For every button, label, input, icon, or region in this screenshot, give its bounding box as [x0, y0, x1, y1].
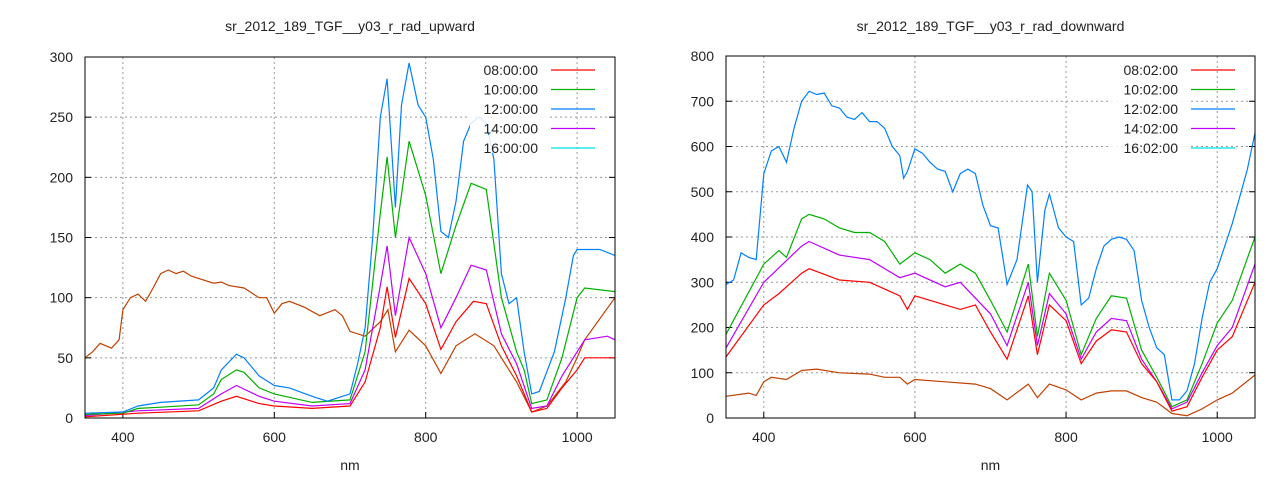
legend-bg: [470, 57, 548, 75]
legend-entry: 12:02:00: [1110, 96, 1235, 117]
y-tick-label: 200: [691, 320, 715, 336]
x-tick-label: 600: [903, 429, 927, 445]
y-tick-label: 0: [65, 410, 73, 426]
legend-entry: 10:00:00: [470, 76, 595, 98]
legend-bg: [470, 115, 548, 134]
legend-entry: 10:02:00: [1110, 76, 1235, 98]
x-axis-label: nm: [340, 457, 359, 473]
y-tick-label: 300: [691, 274, 715, 290]
legend-entry: 16:02:00: [1110, 135, 1235, 156]
legend-bg: [470, 96, 548, 114]
y-tick-label: 500: [691, 184, 715, 200]
legend-label: 16:00:00: [484, 140, 539, 156]
y-tick-label: 150: [50, 230, 74, 246]
series-line-080000: [84, 276, 615, 418]
x-tick-label: 400: [752, 429, 776, 445]
chart-title: sr_2012_189_TGF__y03_r_rad_downward: [857, 18, 1125, 34]
legend-entry: 14:02:00: [1110, 115, 1235, 137]
y-tick-label: 300: [50, 49, 74, 65]
legend-label: 12:00:00: [484, 101, 539, 117]
y-tick-label: 800: [691, 48, 715, 64]
series-line-080200: [725, 268, 1256, 412]
legend-bg: [470, 135, 548, 153]
legend-label: 08:00:00: [484, 62, 539, 78]
legend-entry: 14:00:00: [470, 115, 595, 137]
legend-label: 10:02:00: [1124, 82, 1179, 98]
legend-bg: [1110, 76, 1188, 95]
y-tick-label: 50: [57, 350, 73, 366]
y-tick-label: 100: [50, 290, 74, 306]
y-tick-label: 0: [706, 410, 714, 426]
series-line-160200: [725, 368, 1256, 417]
x-tick-label: 1000: [562, 429, 593, 445]
legend-label: 10:00:00: [484, 82, 539, 98]
x-tick-label: 400: [111, 429, 135, 445]
legend-label: 14:00:00: [484, 121, 539, 137]
legend-bg: [1110, 135, 1188, 153]
x-tick-label: 600: [263, 429, 287, 445]
x-axis-label: nm: [981, 457, 1000, 473]
series-line-100000: [84, 141, 616, 415]
plot-frame: [84, 56, 616, 419]
legend-label: 16:02:00: [1124, 140, 1179, 156]
series-line-160000: [84, 269, 616, 413]
legend-entry: 12:00:00: [470, 96, 595, 117]
legend-bg: [1110, 115, 1188, 134]
legend-label: 12:02:00: [1124, 101, 1179, 117]
series-line-100200: [725, 213, 1256, 408]
legend-label: 08:02:00: [1124, 62, 1179, 78]
x-tick-label: 800: [1054, 429, 1078, 445]
y-tick-label: 250: [50, 109, 74, 125]
chart-title: sr_2012_189_TGF__y03_r_rad_upward: [225, 18, 475, 34]
series-line-120000: [84, 62, 616, 414]
x-tick-label: 1000: [1202, 429, 1233, 445]
legend-bg: [470, 76, 548, 95]
legend-entry: 08:00:00: [470, 57, 595, 78]
series-line-140200: [725, 240, 1256, 410]
legend-bg: [1110, 96, 1188, 114]
x-tick-label: 800: [414, 429, 438, 445]
plot-frame: [725, 55, 1256, 419]
legend-label: 14:02:00: [1124, 121, 1179, 137]
legend-entry: 08:02:00: [1110, 57, 1235, 78]
legend-bg: [1110, 57, 1188, 75]
series-line-120200: [725, 90, 1256, 401]
y-tick-label: 600: [691, 139, 715, 155]
y-tick-label: 100: [691, 365, 715, 381]
series-line-140000: [84, 235, 616, 417]
y-tick-label: 700: [691, 93, 715, 109]
y-tick-label: 400: [691, 229, 715, 245]
legend-entry: 16:00:00: [470, 135, 595, 156]
y-tick-label: 200: [50, 169, 74, 185]
